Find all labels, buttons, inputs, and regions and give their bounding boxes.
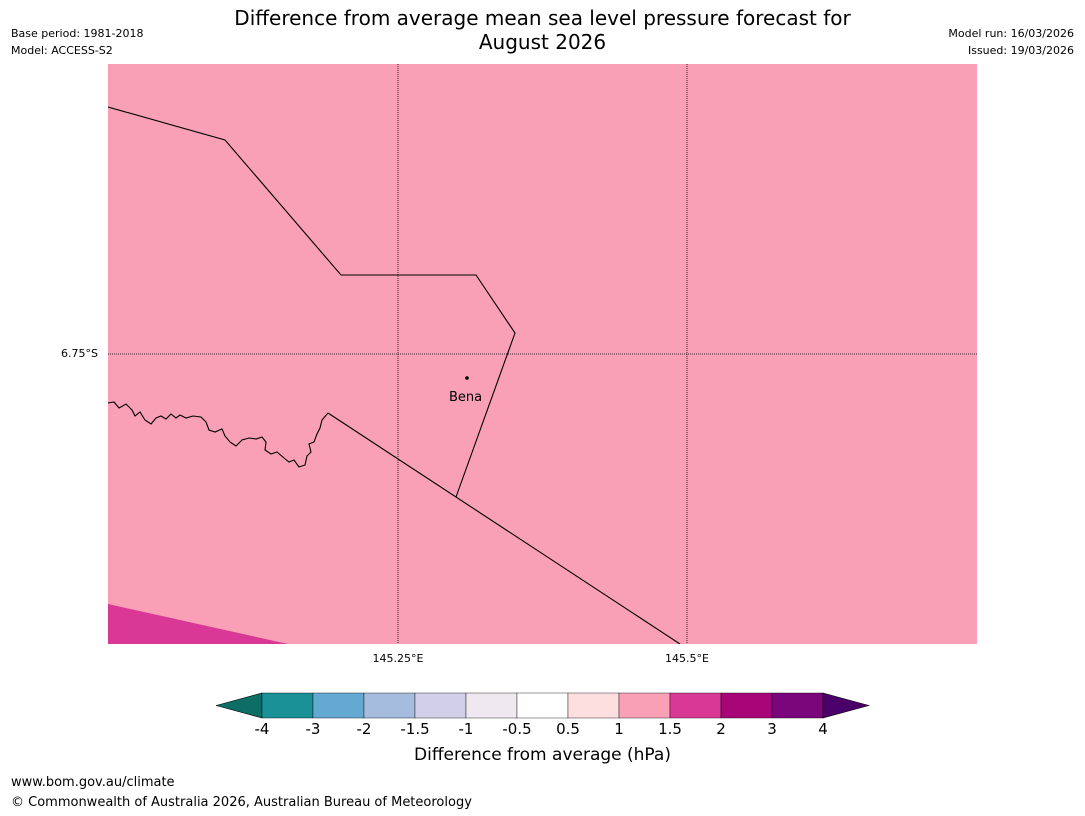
- map-panel[interactable]: Bena: [108, 64, 977, 644]
- colorbar-tick-label: 0.5: [556, 720, 580, 738]
- colorbar-tick-label: -3: [305, 720, 321, 738]
- colorbar-segment: [363, 692, 416, 719]
- colorbar-tick-label: 4: [818, 720, 828, 738]
- colorbar-segment: [618, 692, 671, 719]
- colorbar-segment: [567, 692, 620, 719]
- model-text: Model: ACCESS-S2: [11, 44, 113, 57]
- colorbar-segment: [312, 692, 365, 719]
- model-run-text: Model run: 16/03/2026: [948, 27, 1074, 40]
- issued-text: Issued: 19/03/2026: [967, 44, 1074, 57]
- colorbar-tick-label: 1.5: [658, 720, 682, 738]
- map-svg: Bena: [108, 64, 977, 644]
- colorbar-segment: [516, 692, 569, 719]
- colorbar-extend-low: [214, 692, 263, 719]
- colorbar-tick-label: 2: [716, 720, 726, 738]
- colorbar-tick-label: -1: [458, 720, 474, 738]
- colorbar-tick-label: -1.5: [400, 720, 430, 738]
- title-line-1: Difference from average mean sea level p…: [234, 6, 851, 30]
- colorbar-label: Difference from average (hPa): [414, 745, 671, 765]
- colorbar-tick-label: -4: [254, 720, 270, 738]
- colorbar-tick-label: -0.5: [502, 720, 532, 738]
- page-title: Difference from average mean sea level p…: [0, 6, 1085, 54]
- colorbar-segment: [261, 692, 314, 719]
- colorbar: [214, 692, 871, 724]
- colorbar-svg: [214, 692, 871, 719]
- coastline: [108, 401, 329, 468]
- town-label: Bena: [449, 390, 482, 405]
- colorbar-tick-label: -2: [356, 720, 372, 738]
- colorbar-tick-label: 3: [767, 720, 777, 738]
- footer-copyright: © Commonwealth of Australia 2026, Austra…: [11, 795, 472, 810]
- longitude-label: 145.25°E: [372, 652, 424, 665]
- colorbar-segment: [771, 692, 824, 719]
- longitude-label: 145.5°E: [665, 652, 709, 665]
- latitude-label: 6.75°S: [61, 347, 98, 360]
- footer-url[interactable]: www.bom.gov.au/climate: [11, 775, 175, 790]
- province-border: [108, 106, 516, 498]
- colorbar-segment: [669, 692, 722, 719]
- colorbar-extend-high: [822, 692, 871, 719]
- anomaly-region-2: [108, 604, 288, 644]
- colorbar-segment: [465, 692, 518, 719]
- colorbar-tick-label: 1: [614, 720, 624, 738]
- town-marker: [465, 376, 469, 380]
- province-border: [327, 412, 681, 644]
- colorbar-segment: [720, 692, 773, 719]
- colorbar-segment: [414, 692, 467, 719]
- base-period-text: Base period: 1981-2018: [11, 27, 144, 40]
- title-line-2: August 2026: [478, 30, 607, 54]
